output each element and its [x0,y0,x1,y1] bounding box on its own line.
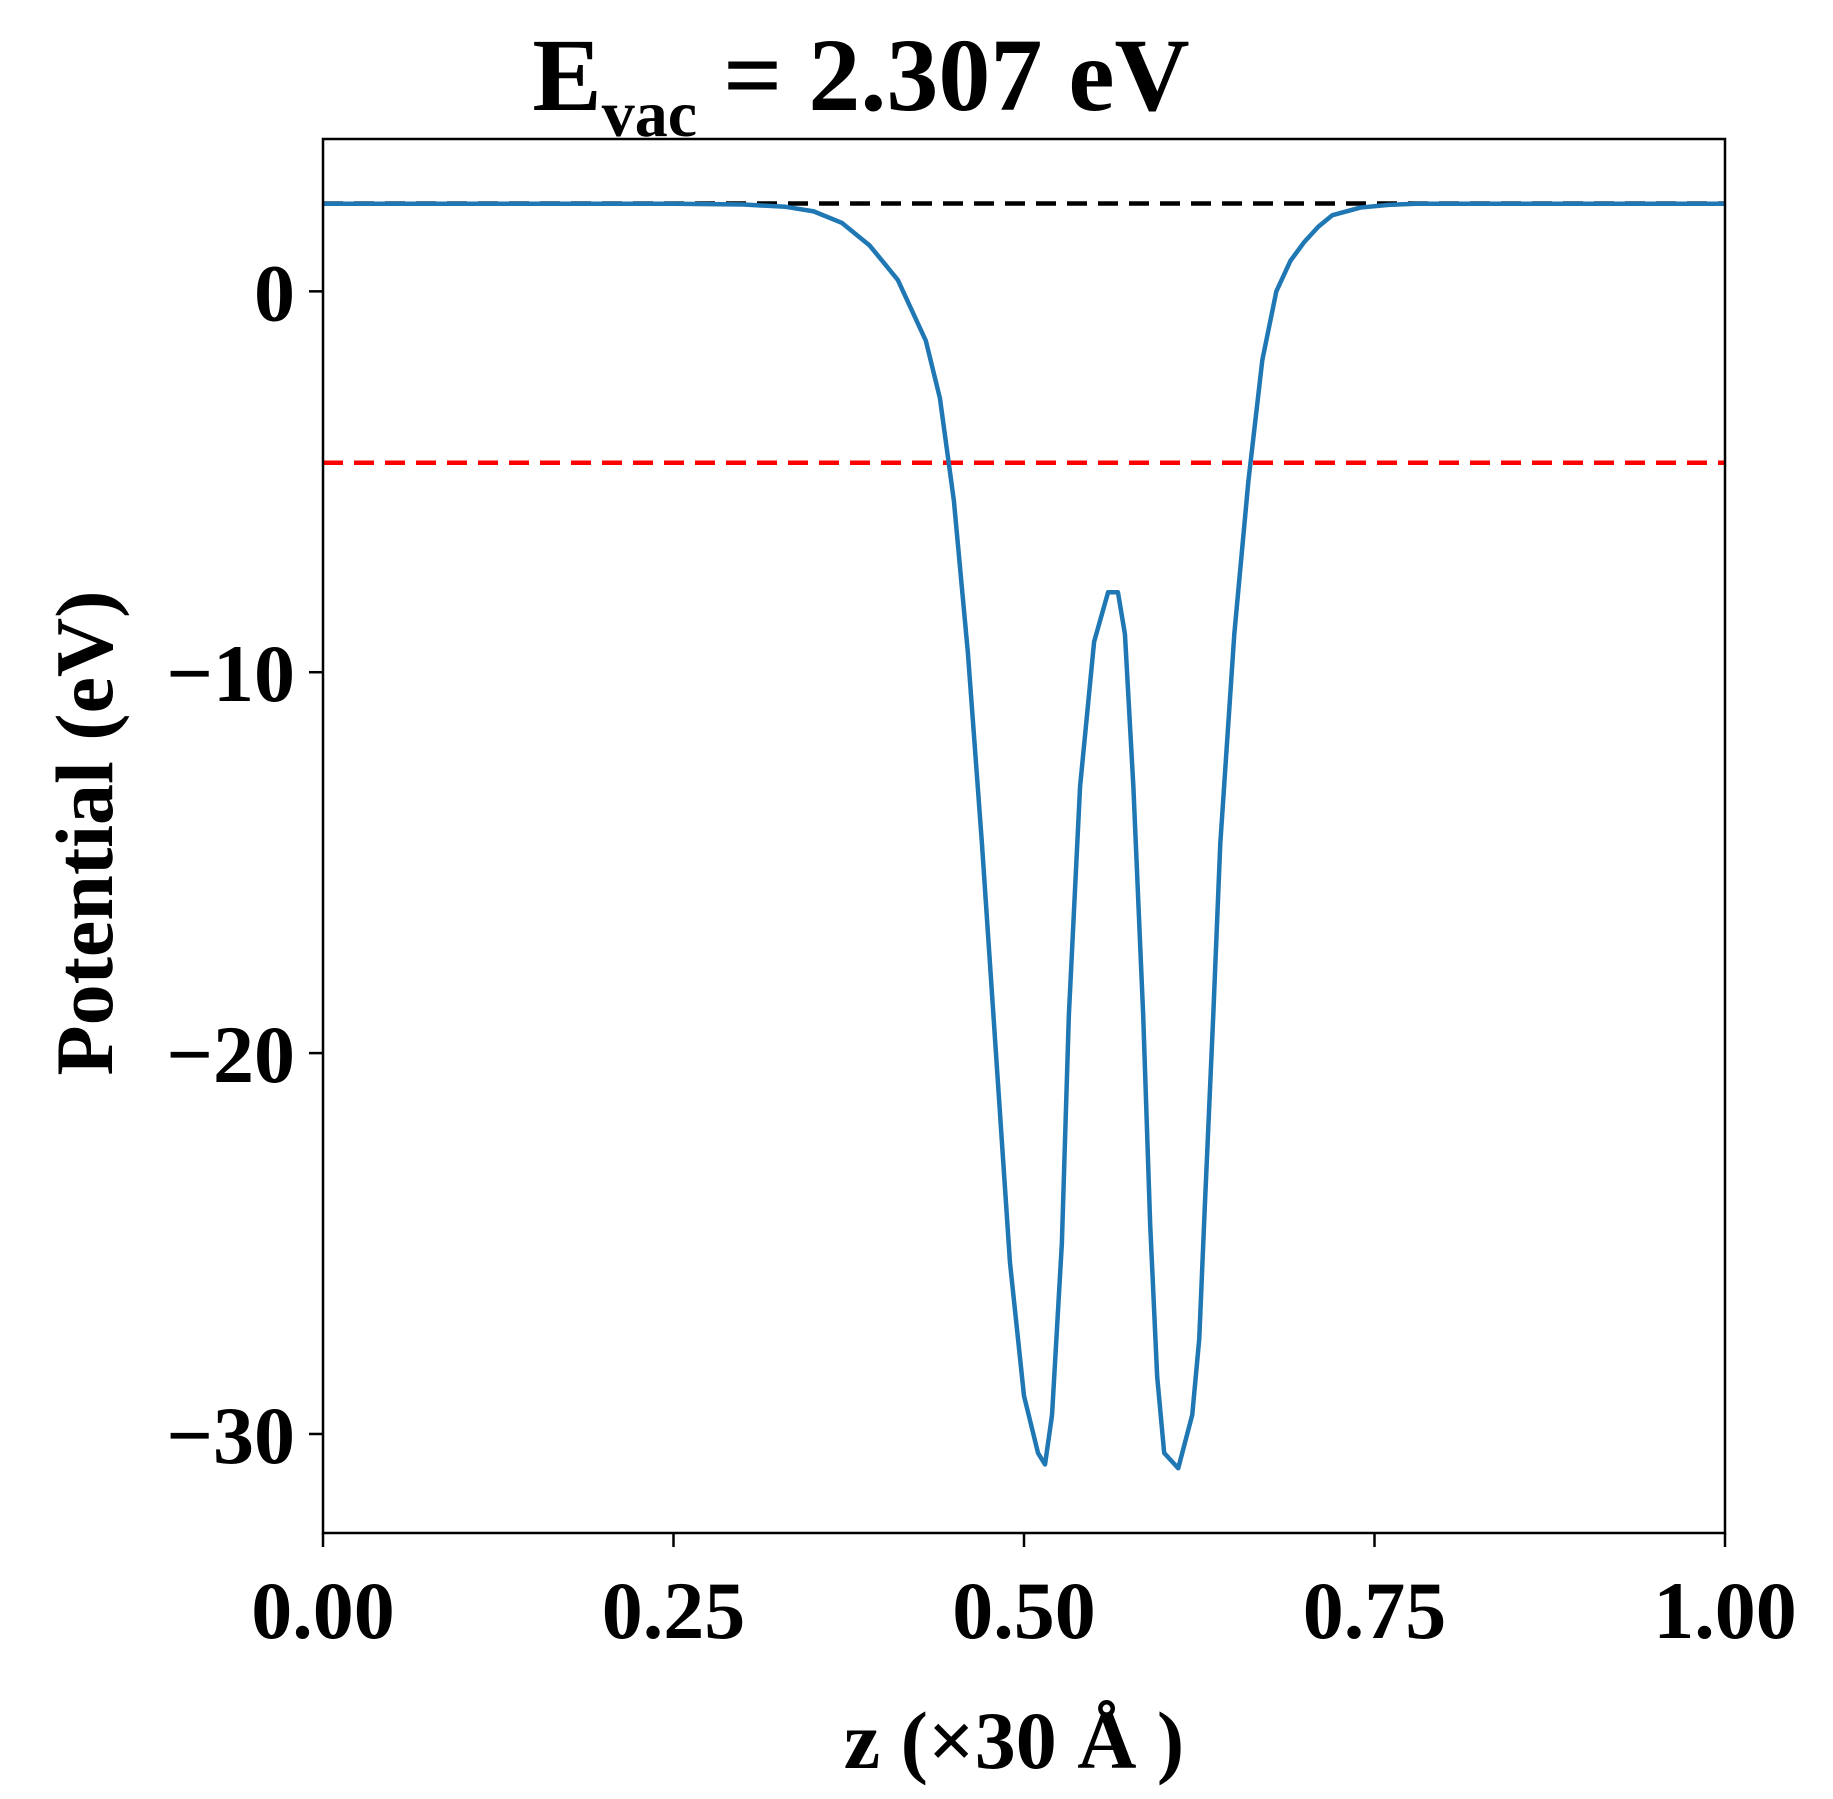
chart-title-rest: = 2.307 eV [697,18,1190,133]
axes: 0.00 0.25 0.50 0.75 1.00 0 −10 −20 −30 [166,137,1797,1656]
x-tick-label: 1.00 [1653,1565,1797,1656]
x-tick-label: 0.50 [952,1565,1096,1656]
x-tick-label: 0.25 [602,1565,746,1656]
potential-curve-0 [323,201,1725,1471]
y-tick-label: −30 [166,1390,295,1481]
x-tick-label: 0.75 [1303,1565,1447,1656]
y-tick-label: 0 [254,247,295,338]
y-axis-label: Potential (eV) [39,591,130,1076]
chart-title: Evac = 2.307 eV [532,18,1189,151]
x-axis-label: z (×30 Å ) [844,1695,1184,1786]
x-tick-label: 0.00 [251,1565,395,1656]
chart-title-main: E [532,18,601,133]
y-tick-label: −10 [166,628,295,719]
y-tick-label: −20 [166,1009,295,1100]
plot-area [323,201,1725,1471]
plot-lines-group [323,201,1725,1471]
